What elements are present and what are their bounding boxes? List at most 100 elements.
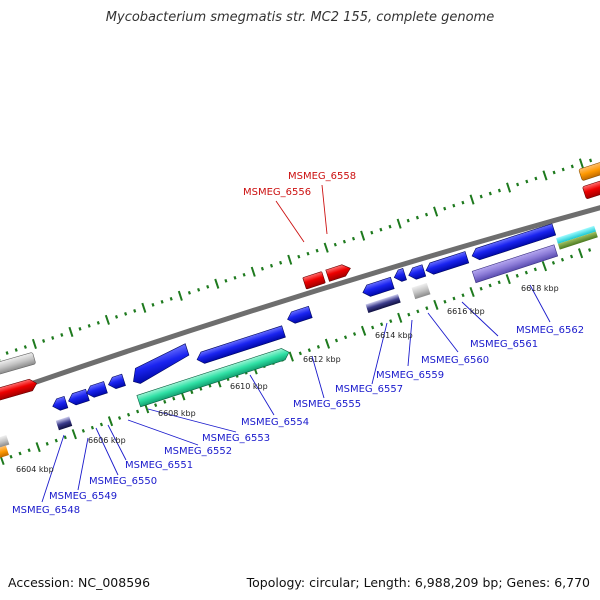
- tick-mark: [306, 251, 310, 256]
- forward-strand-genes: [0, 160, 600, 406]
- tick-mark: [163, 399, 167, 404]
- tick-mark: [114, 315, 119, 319]
- tick-mark: [516, 182, 520, 187]
- tick-mark: [415, 215, 419, 220]
- tick-mark: [224, 278, 228, 283]
- gene-msmeg-6560: [408, 264, 427, 280]
- tick-mark: [479, 194, 483, 199]
- accession-text: Accession: NC_008596: [8, 575, 151, 590]
- map-title: Mycobacterium smegmatis str. MC2 155, co…: [105, 10, 495, 25]
- tick-mark: [54, 438, 58, 443]
- tick-mark: [433, 206, 439, 217]
- tick-mark: [497, 188, 501, 193]
- gene-label: MSMEG_6553: [202, 433, 270, 444]
- tick-mark: [297, 254, 301, 259]
- tick-mark: [136, 409, 140, 414]
- tick-mark: [96, 321, 100, 325]
- tick-mark: [524, 270, 528, 275]
- tick-mark: [316, 345, 320, 349]
- tick-mark: [352, 332, 357, 336]
- tick-mark: [533, 267, 537, 272]
- tick-mark: [488, 283, 492, 288]
- tick-mark: [206, 284, 210, 289]
- tick-mark: [388, 224, 392, 229]
- tick-label: 6604 kbp: [16, 465, 54, 474]
- gene-lavender: [471, 244, 559, 284]
- gene-label: MSMEG_6559: [376, 370, 444, 381]
- tick-mark: [151, 302, 155, 307]
- gene-label: MSMEG_6551: [125, 460, 193, 471]
- tick-mark: [570, 164, 574, 169]
- gene-label: MSMEG_6557: [335, 384, 403, 395]
- gene-msmeg-6559: [393, 268, 407, 282]
- tick-mark: [334, 338, 339, 343]
- tick-mark: [197, 287, 201, 292]
- tick-mark: [515, 273, 519, 278]
- tick-mark: [45, 441, 49, 446]
- tick-mark: [488, 191, 492, 196]
- tick-mark: [396, 218, 402, 229]
- tick-mark: [588, 248, 592, 252]
- tick-mark: [23, 345, 27, 349]
- tick-mark: [133, 309, 137, 313]
- gene-label: MSMEG_6560: [421, 355, 489, 366]
- tick-mark: [87, 324, 91, 328]
- tick-label: 6612 kbp: [303, 355, 341, 364]
- tick-mark: [360, 230, 366, 241]
- tick-mark: [214, 278, 220, 289]
- tick-mark: [5, 351, 9, 355]
- tick-mark: [343, 335, 348, 340]
- gene-msmeg-6557: [362, 276, 395, 297]
- gene-label: MSMEG_6561: [470, 339, 538, 350]
- gene-grey-left-lower: [0, 435, 10, 449]
- kbp-labels: 6604 kbp 6606 kbp 6608 kbp 6610 kbp 6612…: [16, 284, 559, 474]
- gene-label: MSMEG_6554: [241, 417, 309, 428]
- tick-mark: [406, 218, 410, 223]
- tick-mark: [242, 272, 246, 277]
- gene-orange-left-lower: [0, 445, 9, 460]
- gene-msmeg-6552: [133, 343, 190, 384]
- tick-mark: [141, 302, 147, 313]
- label-connectors: [41, 284, 551, 503]
- gene-labels-red: MSMEG_6556 MSMEG_6558: [243, 171, 356, 198]
- tick-mark: [199, 387, 203, 391]
- tick-mark: [307, 348, 311, 353]
- tick-mark: [333, 242, 337, 247]
- tick-mark: [60, 333, 64, 337]
- tick-mark: [190, 390, 194, 395]
- tick-mark: [298, 351, 302, 356]
- tick-mark: [250, 266, 256, 277]
- tick-label: 6616 kbp: [447, 307, 485, 316]
- tick-mark: [497, 280, 501, 285]
- gene-grey-left: [0, 352, 36, 380]
- tick-mark: [323, 242, 329, 253]
- tick-mark: [370, 230, 374, 235]
- tick-mark: [260, 266, 264, 271]
- tick-mark: [124, 312, 128, 316]
- tick-mark: [552, 170, 556, 175]
- tick-mark: [469, 194, 475, 205]
- tick-mark: [187, 290, 191, 295]
- gene-olive-right: [557, 231, 598, 250]
- tick-mark: [379, 227, 383, 232]
- tick-mark: [407, 312, 411, 317]
- gene-label: MSMEG_6556: [243, 187, 311, 198]
- tick-mark: [63, 435, 67, 440]
- gene-msmeg-6549: [68, 388, 90, 406]
- gene-msmeg-6554: [287, 305, 313, 324]
- genome-backbone: [0, 205, 600, 398]
- gene-label: MSMEG_6552: [164, 446, 232, 457]
- tick-mark: [541, 261, 548, 272]
- tick-mark: [551, 261, 556, 265]
- tick-mark: [424, 212, 429, 217]
- gene-label: MSMEG_6555: [293, 399, 361, 410]
- tick-mark: [42, 339, 46, 343]
- tick-mark: [172, 396, 176, 401]
- tick-mark: [288, 351, 294, 362]
- tick-mark: [104, 314, 110, 325]
- tick-mark: [360, 325, 367, 336]
- gene-msmeg-6556: [302, 271, 326, 290]
- tick-mark: [351, 236, 356, 241]
- tick-mark: [542, 170, 548, 181]
- tick-mark: [154, 403, 158, 407]
